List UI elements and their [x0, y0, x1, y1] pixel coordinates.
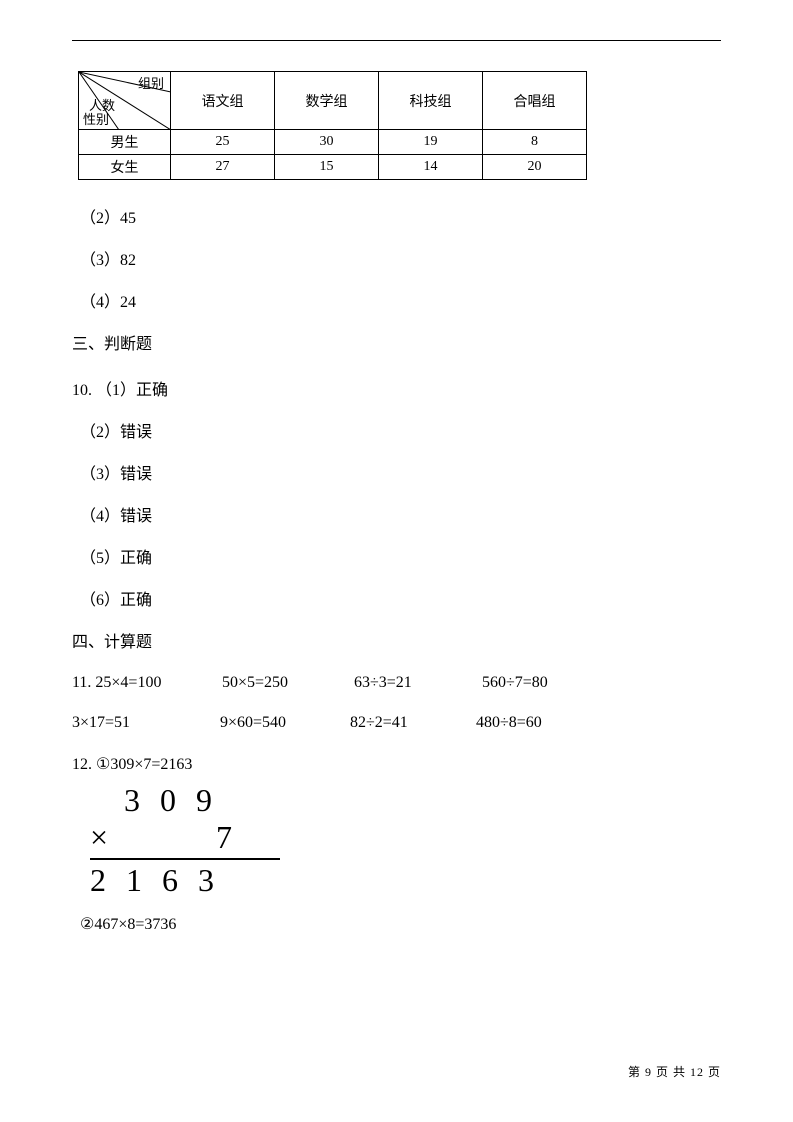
- footer-mid: 页 共: [652, 1065, 690, 1079]
- multiplier-row: ×7: [90, 819, 721, 856]
- mult-sign: ×: [90, 819, 108, 855]
- answer-item: （3）错误: [80, 460, 721, 484]
- answer-item: （3）82: [80, 246, 721, 270]
- calc-item: 9×60=540: [220, 714, 346, 732]
- footer-current-page: 9: [645, 1065, 652, 1079]
- horizontal-rule: [72, 40, 721, 41]
- data-cell: 25: [171, 130, 275, 155]
- data-table: 组别 人数 性别 语文组 数学组 科技组 合唱组 男生 25 30 19 8 女…: [78, 71, 587, 180]
- answer-item: （4）错误: [80, 502, 721, 526]
- diag-label-bottom: 性别: [83, 109, 109, 128]
- data-cell: 30: [275, 130, 379, 155]
- data-cell: 27: [171, 155, 275, 180]
- calc-item: 82÷2=41: [350, 714, 472, 732]
- answer-item: （2）错误: [80, 418, 721, 442]
- multiplicand: 309: [90, 782, 721, 819]
- diag-label-top: 组别: [138, 73, 164, 92]
- footer-prefix: 第: [628, 1065, 645, 1079]
- data-cell: 19: [379, 130, 483, 155]
- calc-item: 560÷7=80: [482, 674, 548, 692]
- calc-item: 63÷3=21: [354, 674, 478, 692]
- multiplier-value: 7: [216, 819, 252, 855]
- data-cell: 20: [483, 155, 587, 180]
- calc-item: 11. 25×4=100: [72, 674, 218, 692]
- diagonal-header-cell: 组别 人数 性别: [79, 72, 171, 130]
- col-header: 数学组: [275, 72, 379, 130]
- answer-item: （6）正确: [80, 586, 721, 610]
- data-cell: 15: [275, 155, 379, 180]
- section-title: 四、计算题: [72, 628, 721, 652]
- row-header: 女生: [79, 155, 171, 180]
- result-row: 2163: [90, 862, 721, 899]
- calc-line-2: 3×17=51 9×60=540 82÷2=41 480÷8=60: [72, 714, 721, 732]
- answer-item: （5）正确: [80, 544, 721, 568]
- footer-total-pages: 12: [690, 1065, 704, 1079]
- col-header: 合唱组: [483, 72, 587, 130]
- section-title: 三、判断题: [72, 330, 721, 354]
- multiplicand-value: 309: [124, 782, 232, 818]
- page-footer: 第 9 页 共 12 页: [628, 1063, 721, 1080]
- q12-header: 12. ①309×7=2163: [72, 754, 721, 774]
- calc-item: 480÷8=60: [476, 714, 542, 732]
- data-cell: 14: [379, 155, 483, 180]
- q10-first-answer: 10. （1）正确: [72, 376, 721, 400]
- table-header-row: 组别 人数 性别 语文组 数学组 科技组 合唱组: [79, 72, 587, 130]
- vertical-multiplication: 309 ×7 2163: [90, 782, 721, 898]
- table-row: 女生 27 15 14 20: [79, 155, 587, 180]
- calc-line-rule: [90, 858, 280, 860]
- calc-item: 50×5=250: [222, 674, 350, 692]
- result-value: 2163: [90, 862, 234, 898]
- q12-sub-answer: ②467×8=3736: [80, 914, 721, 934]
- calc-item: 3×17=51: [72, 714, 216, 732]
- data-cell: 8: [483, 130, 587, 155]
- col-header: 科技组: [379, 72, 483, 130]
- footer-suffix: 页: [704, 1065, 721, 1079]
- row-header: 男生: [79, 130, 171, 155]
- answer-item: （4）24: [80, 288, 721, 312]
- answer-item: （2）45: [80, 204, 721, 228]
- col-header: 语文组: [171, 72, 275, 130]
- calc-line-1: 11. 25×4=100 50×5=250 63÷3=21 560÷7=80: [72, 674, 721, 692]
- table-row: 男生 25 30 19 8: [79, 130, 587, 155]
